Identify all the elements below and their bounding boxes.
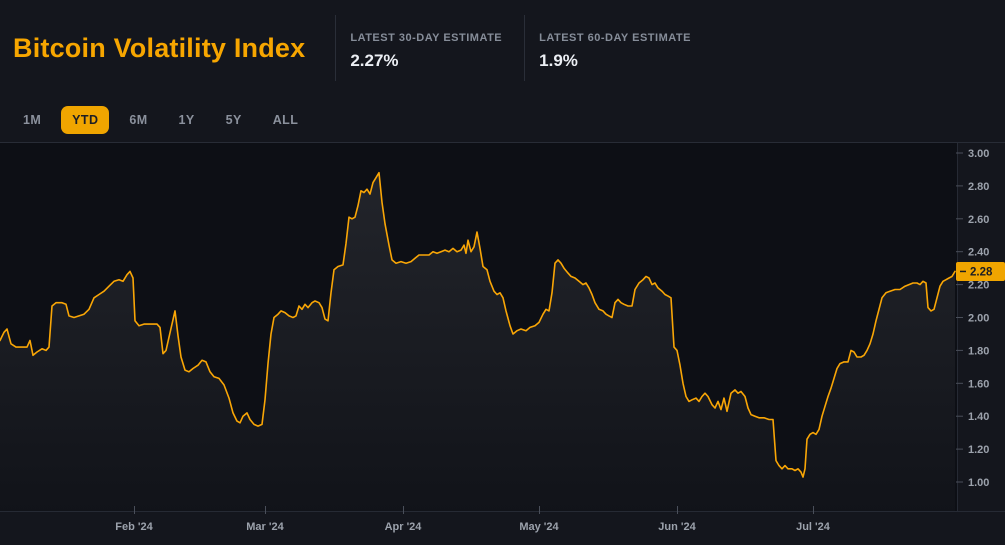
y-axis-label: 1.00: [968, 477, 989, 489]
current-value-label: 2.28: [970, 266, 993, 278]
y-axis-label: 3.00: [968, 148, 989, 160]
stat-60-day-value: 1.9%: [539, 51, 691, 71]
x-axis-label: Jun '24: [658, 521, 696, 533]
y-axis-label: 2.60: [968, 214, 989, 226]
page-title: Bitcoin Volatility Index: [0, 33, 305, 64]
tab-ytd[interactable]: YTD: [61, 106, 109, 134]
tab-1y[interactable]: 1Y: [168, 106, 206, 134]
app-root: Bitcoin Volatility Index LATEST 30-DAY E…: [0, 0, 1005, 539]
y-axis-label: 1.60: [968, 378, 989, 390]
x-axis-label: Feb '24: [115, 521, 153, 533]
y-axis-label: 2.80: [968, 181, 989, 193]
x-axis-label: May '24: [519, 521, 559, 533]
tab-6m[interactable]: 6M: [118, 106, 158, 134]
stat-60-day: LATEST 60-DAY ESTIMATE 1.9%: [524, 15, 713, 81]
y-axis-label: 1.20: [968, 444, 989, 456]
y-axis-label: 1.40: [968, 411, 989, 423]
y-axis-label: 2.00: [968, 313, 989, 325]
estimate-stats: LATEST 30-DAY ESTIMATE 2.27% LATEST 60-D…: [335, 15, 713, 81]
y-axis-label: 2.20: [968, 280, 989, 292]
stat-30-day: LATEST 30-DAY ESTIMATE 2.27%: [335, 15, 524, 81]
x-axis-label: Mar '24: [246, 521, 284, 533]
y-axis-label: 2.40: [968, 247, 989, 259]
stat-30-day-value: 2.27%: [350, 51, 502, 71]
y-axis-label: 1.80: [968, 345, 989, 357]
stat-30-day-label: LATEST 30-DAY ESTIMATE: [350, 32, 502, 44]
volatility-chart[interactable]: 3.00 2.80 2.60 2.40 2.20 2.00 1.80 1.60 1.40 1.20…: [0, 143, 1005, 540]
tab-5y[interactable]: 5Y: [215, 106, 253, 134]
stat-60-day-label: LATEST 60-DAY ESTIMATE: [539, 32, 691, 44]
chart-panel: 3.00 2.80 2.60 2.40 2.20 2.00 1.80 1.60 1.40 1.20…: [0, 142, 1005, 540]
x-axis-label: Apr '24: [385, 521, 423, 533]
range-tabs: 1M YTD 6M 1Y 5Y ALL: [0, 97, 1005, 142]
tab-1m[interactable]: 1M: [12, 106, 52, 134]
x-axis-label: Jul '24: [796, 521, 831, 533]
header: Bitcoin Volatility Index LATEST 30-DAY E…: [0, 0, 1005, 96]
tab-all[interactable]: ALL: [262, 106, 310, 134]
